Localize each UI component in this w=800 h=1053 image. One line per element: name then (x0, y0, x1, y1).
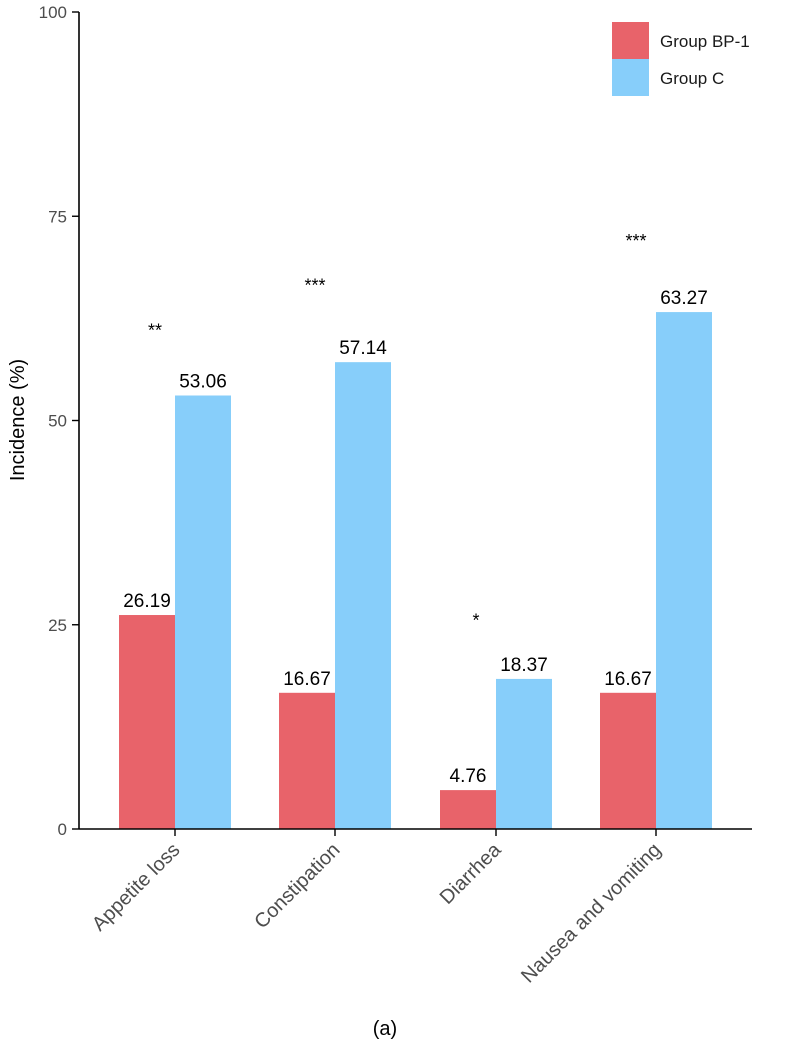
bar-group-c (656, 312, 712, 829)
bar-value-label: 16.67 (604, 669, 652, 690)
bars (119, 312, 712, 829)
legend-swatch (612, 59, 649, 96)
y-tick-label: 100 (39, 3, 67, 22)
bar-group-c (335, 362, 391, 829)
bar-value-label: 16.67 (283, 669, 331, 690)
legend: Group BP-1 Group C (612, 22, 750, 96)
significance-marker: *** (625, 231, 646, 251)
figure-caption: (a) (373, 1018, 397, 1040)
y-axis-title: Incidence (%) (7, 359, 29, 481)
legend-swatch (612, 22, 649, 59)
y-tick-label: 75 (48, 207, 67, 226)
bar-value-label: 63.27 (660, 288, 708, 309)
value-labels: 26.19 16.67 4.76 16.67 53.06 57.14 18.37 63.27 (123, 288, 708, 787)
bar-group-bp1 (119, 615, 175, 829)
x-category-label: Appetite loss (88, 839, 185, 936)
significance-marker: * (472, 611, 479, 631)
bar-group-c (175, 395, 231, 829)
bar-value-label: 18.37 (500, 655, 548, 676)
x-category-label: Constipation (250, 839, 344, 933)
legend-label: Group BP-1 (660, 32, 750, 51)
bar-value-label: 26.19 (123, 591, 171, 612)
x-axis-category-labels: Appetite loss Constipation Diarrhea Nausea … (88, 829, 666, 987)
bar-value-label: 53.06 (179, 371, 227, 392)
y-axis-ticks: 0 25 50 75 100 (39, 3, 79, 839)
legend-label: Group C (660, 69, 724, 88)
bar-group-c (496, 678, 552, 829)
bar-group-bp1 (600, 692, 656, 829)
bar-group-bp1 (279, 692, 335, 829)
significance-annotations: ********* (148, 231, 647, 631)
x-category-label: Diarrhea (436, 838, 506, 908)
significance-marker: *** (304, 276, 325, 296)
bar-group-bp1 (440, 790, 496, 829)
bar-value-label: 4.76 (450, 766, 487, 787)
x-category-label: Nausea and vomiting (517, 839, 665, 987)
significance-marker: ** (148, 321, 162, 341)
bar-value-label: 57.14 (339, 338, 387, 359)
y-tick-label: 0 (58, 820, 67, 839)
y-tick-label: 50 (48, 412, 67, 431)
y-tick-label: 25 (48, 616, 67, 635)
